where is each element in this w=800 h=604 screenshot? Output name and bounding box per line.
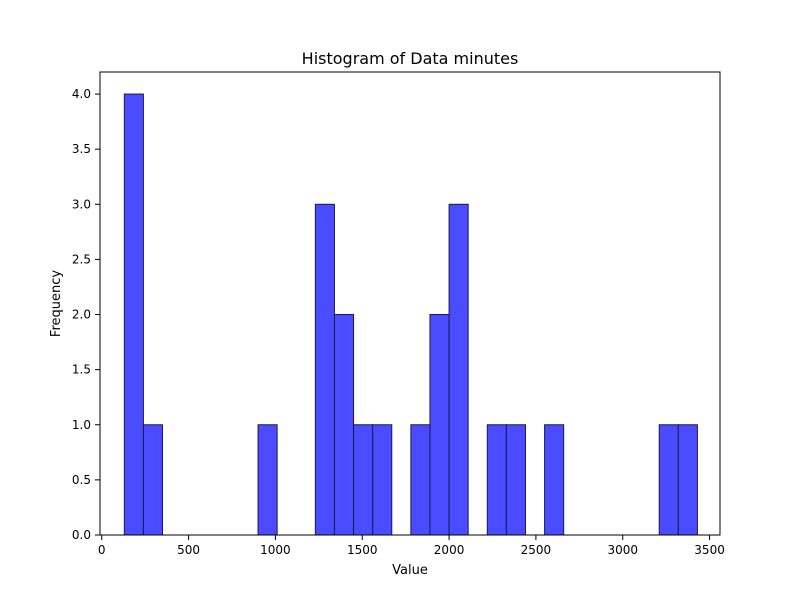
histogram-bar-0 xyxy=(123,93,144,536)
y-tick-label-4: 2.0 xyxy=(72,308,91,322)
y-tick-label-7: 3.5 xyxy=(72,142,91,156)
x-tick-label-5: 2500 xyxy=(521,543,552,557)
histogram-bar-19 xyxy=(486,424,507,536)
x-tick-label-6: 3000 xyxy=(607,543,638,557)
plot-frame xyxy=(99,71,721,536)
x-tick-label-3: 1500 xyxy=(347,543,378,557)
chart-title: Histogram of Data minutes xyxy=(302,49,519,68)
histogram-bar-17 xyxy=(448,203,469,536)
histogram-bar-1 xyxy=(142,424,164,536)
x-tick-label-2: 1000 xyxy=(260,543,291,557)
x-tick-label-7: 3500 xyxy=(694,543,725,557)
histogram-bar-11 xyxy=(333,314,355,536)
x-tick-label-4: 2000 xyxy=(434,543,465,557)
y-tick-label-1: 0.5 xyxy=(72,473,91,487)
ticks-layer: 0 500 1000 1500 2000 2500 3000 3500 0.0 0.5 1.0 1.5… xyxy=(72,87,725,557)
y-tick-label-0: 0.0 xyxy=(72,528,91,542)
histogram-bar-15 xyxy=(410,424,431,536)
y-tick-label-2: 1.0 xyxy=(72,418,91,432)
histogram-bar-16 xyxy=(429,314,450,536)
y-tick-label-8: 4.0 xyxy=(72,87,91,101)
histogram-bar-29 xyxy=(677,424,698,536)
y-axis-label: Frequency xyxy=(49,270,64,337)
histogram-bar-13 xyxy=(372,424,393,536)
histogram-bar-10 xyxy=(314,203,335,536)
y-tick-label-6: 3.0 xyxy=(72,197,91,211)
histogram-bar-28 xyxy=(658,424,679,536)
histogram-bar-22 xyxy=(544,424,565,536)
x-tick-label-1: 500 xyxy=(177,543,200,557)
x-tick-label-0: 0 xyxy=(98,543,106,557)
histogram-bar-12 xyxy=(353,424,374,536)
y-tick-label-3: 1.5 xyxy=(72,363,91,377)
y-tick-label-5: 2.5 xyxy=(72,252,91,266)
histogram-bar-7 xyxy=(257,424,278,536)
histogram-bar-20 xyxy=(505,424,526,536)
bars-layer xyxy=(123,93,698,536)
x-axis-label: Value xyxy=(392,563,428,578)
